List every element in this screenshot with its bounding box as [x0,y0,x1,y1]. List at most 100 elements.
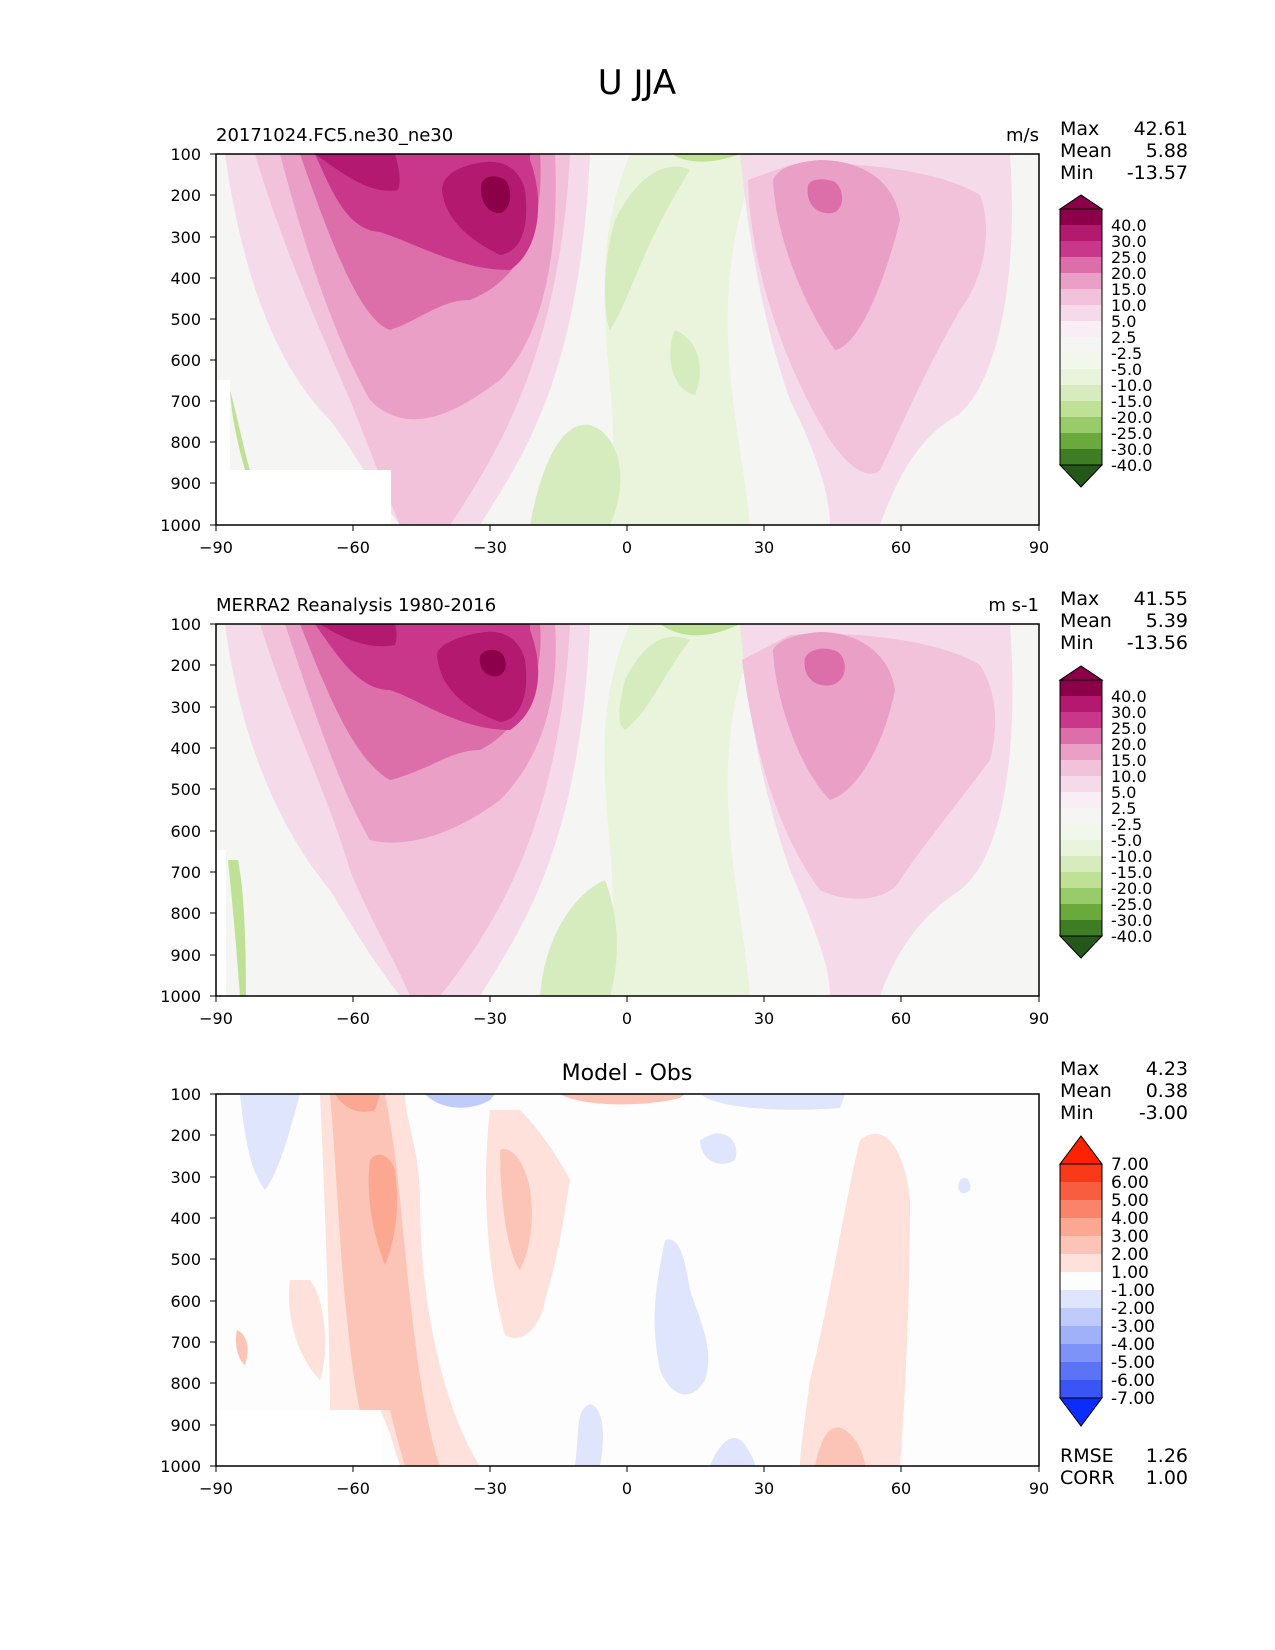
colorbar-swatch [1060,872,1102,888]
stat-value: -3.00 [1139,1102,1188,1124]
contour-pos-2d [815,1427,865,1466]
panel-reference: MERRA2 Reanalysis 1980-2016 m s-1 [160,588,1188,1028]
x-tick-label: −30 [473,1479,507,1498]
colorbar-label: 10.0 [1111,767,1147,786]
colorbar-label: 30.0 [1111,232,1147,251]
x-tick-label: 0 [622,538,632,557]
colorbar-label: 3.00 [1111,1227,1149,1247]
x-tick-label: −90 [199,1009,233,1028]
colorbar-label: 40.0 [1111,687,1147,706]
y-tick-label: 100 [170,145,201,164]
colorbar-swatch [1060,225,1102,241]
colorbar-label: -2.00 [1111,1299,1155,1319]
colorbar-swatch [1060,1380,1102,1398]
colorbar-swatch [1060,1236,1102,1254]
panel-reference-units: m s-1 [988,595,1039,616]
contour-neg-1c [700,1133,737,1164]
colorbar-swatch [1060,289,1102,305]
colorbar-swatch [1060,856,1102,872]
y-tick-label: 300 [170,698,201,717]
colorbar-frame [1059,1163,1103,1399]
x-tick-label: 60 [891,1009,911,1028]
rmse-label: RMSE [1060,1445,1114,1467]
contour-neg-2c [530,424,621,525]
panel-reference-contours [216,624,1039,996]
colorbar-label: -7.00 [1111,1389,1155,1409]
colorbar-frame [1059,679,1103,937]
colorbar-swatch [1060,888,1102,904]
contour-neg-1e [575,1404,603,1466]
colorbar-swatch [1060,824,1102,840]
colorbar-label: 25.0 [1111,248,1147,267]
panel-difference-title: Model - Obs [562,1061,693,1086]
x-tick-label: −90 [199,1479,233,1498]
panel-difference-colorbar: 7.00 6.00 5.00 4.00 3.00 2.00 1.00 -1.00… [1059,1135,1155,1427]
y-tick-label: 100 [170,1085,201,1104]
missing-data-edge [216,850,226,996]
colorbar-swatch [1060,1326,1102,1344]
colorbar-frame [1059,208,1103,466]
y-tick-label: 400 [170,739,201,758]
contour-pos-6b [315,154,400,191]
contour-neg-1g [958,1177,971,1194]
colorbar-label: -15.0 [1111,863,1152,882]
colorbar-swatch [1060,744,1102,760]
contour-neg-1b [700,1094,845,1110]
rmse-value: 1.26 [1146,1445,1188,1467]
x-tick-label: 30 [754,1009,774,1028]
y-tick-label: 500 [170,1250,201,1269]
figure-title: U JJA [598,63,676,103]
stat-label: Min [1060,1102,1094,1124]
colorbar-label: -15.0 [1111,392,1152,411]
colorbar-extend-top [1058,665,1104,681]
x-tick-label: 60 [891,1479,911,1498]
panel-reference-stats: Max 41.55 Mean 5.39 Min -13.56 [1060,588,1188,654]
colorbar-swatch [1060,1344,1102,1362]
y-tick-label: 400 [170,269,201,288]
y-tick-label: 1000 [160,1457,201,1476]
colorbar-extend-bottom [1058,935,1104,959]
y-tick-label: 900 [170,1416,201,1435]
colorbar-label: -3.00 [1111,1317,1155,1337]
colorbar-swatch [1060,1254,1102,1272]
y-tick-label: 1000 [160,987,201,1006]
corr-value: 1.00 [1146,1467,1188,1489]
colorbar-swatch [1060,273,1102,289]
colorbar-label: -20.0 [1111,408,1152,427]
stat-value: 41.55 [1134,588,1188,610]
colorbar-swatch [1060,680,1102,696]
contour-nh-3 [773,160,900,350]
panel-difference-metrics: RMSE 1.26 CORR 1.00 [1060,1445,1188,1489]
colorbar-label: -2.5 [1111,344,1142,363]
colorbar-swatch [1060,353,1102,369]
colorbar-label: -6.00 [1111,1371,1155,1391]
stat-label: Mean [1060,1080,1112,1102]
contour-pos-6b [320,624,397,647]
colorbar-swatch [1060,385,1102,401]
contour-pos-2e [235,1330,248,1365]
y-tick-label: 800 [170,1374,201,1393]
colorbar-swatch [1060,728,1102,744]
panel-difference-stats: Max 4.23 Mean 0.38 Min -3.00 [1060,1058,1188,1124]
contour-pos-1c [289,1280,326,1380]
colorbar-label: -1.00 [1111,1281,1155,1301]
stat-value: -13.56 [1127,632,1188,654]
panel-reference-colorbar: 40.0 30.0 25.0 20.0 15.0 10.0 5.0 2.5 -2… [1058,665,1152,959]
y-tick-label: 800 [170,904,201,923]
panel-test-colorbar: 40.0 30.0 25.0 20.0 15.0 10.0 5.0 2.5 -2… [1058,194,1152,488]
y-tick-label: 900 [170,946,201,965]
colorbar-swatch [1060,920,1102,936]
contour-pos-7 [481,176,511,214]
contour-neg-2 [619,636,690,730]
y-tick-label: 700 [170,863,201,882]
colorbar-swatch [1060,1164,1102,1182]
colorbar-label: -2.5 [1111,815,1142,834]
colorbar-label: 2.5 [1111,799,1136,818]
colorbar-swatch [1060,1290,1102,1308]
colorbar-swatch [1060,840,1102,856]
missing-data-edge [216,380,230,480]
colorbar-swatch [1060,1182,1102,1200]
contour-pos-3b [335,1094,380,1112]
panel-test-units: m/s [1006,125,1039,146]
